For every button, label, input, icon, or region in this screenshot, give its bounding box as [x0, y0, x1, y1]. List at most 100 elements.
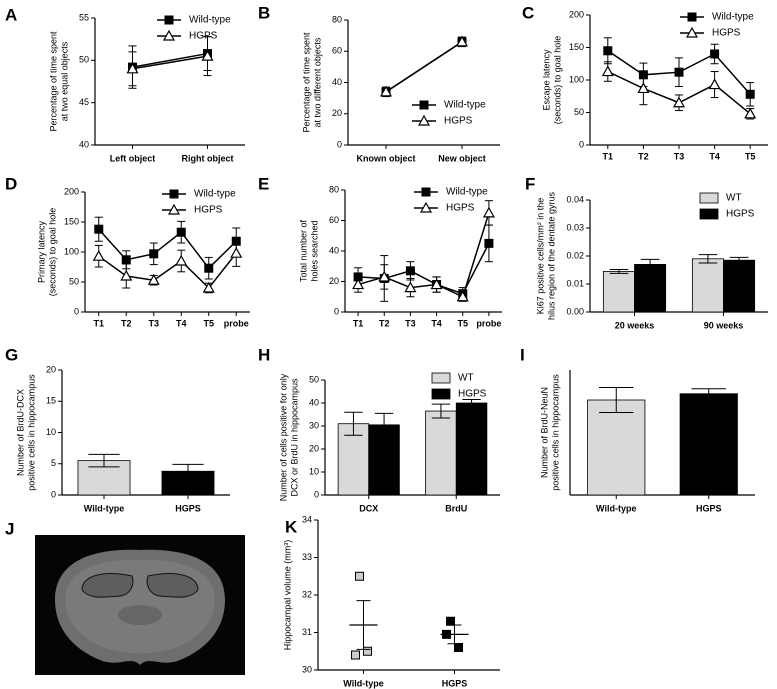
y-tick-label: 0.02 — [566, 250, 584, 260]
error-bar — [374, 412, 394, 437]
data-point — [456, 290, 469, 302]
y-tick-label: 40 — [309, 397, 319, 407]
error-bar — [356, 600, 371, 650]
y-tick-label: 15 — [46, 396, 56, 406]
data-point — [672, 96, 686, 108]
x-tick-label: T3 — [148, 318, 159, 328]
y-axis-label: Percentage of time spent — [48, 31, 58, 132]
panel-letter: I — [520, 345, 525, 364]
legend-swatch — [431, 372, 451, 384]
y-tick-label: 80 — [332, 14, 342, 24]
legend-label: HGPS — [446, 203, 475, 214]
legend-marker — [685, 26, 699, 38]
data-point — [710, 49, 720, 59]
data-point — [92, 249, 105, 261]
y-tick-label: 55 — [79, 12, 89, 22]
y-tick-label: 0 — [579, 139, 584, 149]
bar — [425, 410, 457, 496]
x-tick-label: HGPS — [696, 503, 722, 513]
legend-label: WT — [726, 193, 742, 204]
data-point — [454, 643, 463, 652]
y-axis-label: Escape latency — [541, 49, 551, 111]
legend-label: HGPS — [726, 209, 755, 220]
legend-marker — [419, 100, 429, 110]
y-tick-label: 31 — [302, 627, 312, 637]
x-tick-label: HGPS — [175, 503, 201, 513]
data-point — [351, 650, 360, 660]
data-point — [637, 82, 650, 94]
y-tick-label: 150 — [64, 216, 79, 226]
series-line — [132, 52, 208, 68]
legend-swatch — [431, 388, 451, 400]
panel-letter: E — [258, 174, 269, 193]
data-point — [175, 254, 188, 266]
error-bar — [599, 387, 634, 413]
y-tick-label: 0 — [74, 306, 79, 316]
y-axis-label: Total number of — [298, 219, 308, 282]
panel-letter: K — [285, 517, 298, 536]
y-axis-label: at two equal objects — [59, 41, 69, 121]
data-point — [147, 273, 160, 285]
data-point — [230, 246, 243, 258]
data-point — [484, 238, 494, 248]
x-tick-label: Right object — [182, 153, 234, 163]
data-point — [455, 35, 469, 47]
legend-label: HGPS — [444, 116, 473, 127]
error-bar — [431, 403, 451, 419]
y-tick-label: 200 — [569, 9, 584, 19]
y-tick-label: 34 — [302, 514, 312, 524]
error-bar — [640, 258, 660, 270]
x-tick-label: T2 — [379, 318, 390, 328]
error-bar — [447, 624, 462, 645]
y-tick-label: 20 — [332, 108, 342, 118]
x-tick-label: Wild-type — [596, 503, 636, 513]
data-point — [430, 278, 443, 290]
x-tick-label: T1 — [603, 151, 614, 161]
bar — [691, 258, 724, 313]
y-axis-label: positive cells in hippocampus — [550, 374, 560, 491]
data-point — [603, 46, 613, 56]
data-point — [745, 89, 755, 99]
error-bar — [172, 463, 204, 479]
y-tick-label: 150 — [569, 42, 584, 52]
legend-marker — [167, 203, 181, 215]
legend-label: Wild-type — [712, 12, 754, 23]
legend-marker — [169, 189, 179, 199]
y-tick-label: 50 — [69, 276, 79, 286]
y-axis-label: holes searched — [309, 220, 319, 281]
panel-letter: G — [5, 345, 18, 364]
y-axis-label: Percentage of time spent — [301, 32, 311, 133]
error-bar — [691, 388, 726, 400]
data-point — [378, 270, 391, 282]
x-tick-label: Left object — [110, 153, 156, 163]
y-axis-label: DCX or BrdU in hippocampus — [289, 378, 299, 497]
y-tick-label: 80 — [329, 184, 339, 194]
x-tick-label: T3 — [674, 151, 685, 161]
x-tick-label: T5 — [457, 318, 468, 328]
y-tick-label: 40 — [332, 77, 342, 87]
x-tick-label: Known object — [357, 153, 416, 163]
legend-label: HGPS — [194, 205, 223, 216]
data-point — [94, 224, 104, 234]
y-axis-label: Number of BrdU-DCX — [15, 389, 25, 476]
y-axis-label: Primary latency — [36, 220, 46, 283]
data-point — [404, 281, 417, 293]
data-point — [482, 206, 495, 218]
series-line — [132, 55, 208, 70]
y-tick-label: 33 — [302, 552, 312, 562]
y-tick-label: 5 — [51, 458, 56, 468]
error-bar — [462, 399, 481, 407]
y-tick-label: 10 — [309, 466, 319, 476]
error-bar — [609, 268, 629, 274]
panel-letter: F — [525, 174, 535, 193]
y-tick-label: 0.00 — [566, 306, 584, 316]
x-tick-label: T3 — [405, 318, 416, 328]
data-point — [126, 62, 139, 74]
y-axis-label: at two different objects — [312, 37, 322, 127]
error-bar — [344, 411, 363, 436]
y-tick-label: 0.03 — [566, 222, 584, 232]
panel-letter: B — [258, 3, 270, 22]
y-axis-label: positive cells in hippocampus — [26, 374, 36, 491]
data-point — [120, 269, 133, 281]
